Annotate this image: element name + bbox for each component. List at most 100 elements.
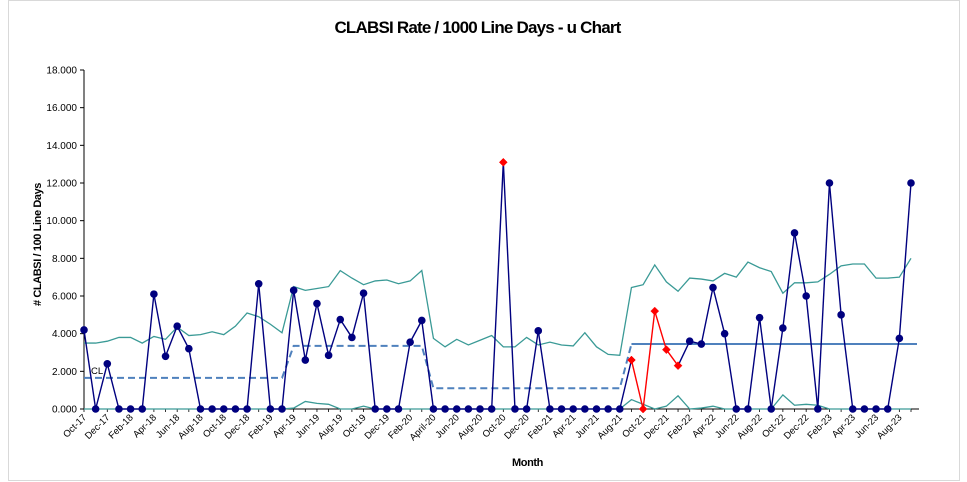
chart-title: CLABSI Rate / 1000 Line Days - u Chart (334, 18, 621, 37)
special-cause-point (650, 306, 660, 316)
rate-line-segment (840, 314, 854, 410)
rate-line-segment (770, 327, 784, 410)
rate-point (126, 405, 135, 413)
rate-line-segment (828, 182, 842, 315)
rate-point (313, 299, 321, 308)
rate-line-segment (537, 330, 551, 410)
x-tick-label: Apr-18 (131, 412, 159, 440)
rate-point (581, 405, 589, 413)
x-axis-title: Month (512, 457, 544, 469)
x-tick-label: Apr-21 (550, 412, 578, 440)
rate-point (348, 333, 356, 342)
rate-point (383, 405, 391, 413)
rate-line-segment (723, 333, 737, 410)
rate-point (476, 405, 484, 413)
rate-point (779, 324, 787, 332)
rate-point (208, 405, 216, 413)
rate-line-segment (304, 303, 318, 361)
rate-point (685, 337, 694, 346)
y-axis-title: # CLABSI / 100 Line Days (32, 183, 44, 306)
rate-line-segment (502, 162, 516, 410)
special-cause-point (673, 361, 683, 371)
y-tick-label: 16.000 (46, 103, 77, 114)
x-tick-label: Apr-23 (830, 412, 858, 440)
rate-point (406, 338, 414, 346)
y-tick-label: 12.000 (46, 179, 77, 190)
rate-point (464, 405, 473, 413)
special-cause-point (638, 404, 648, 414)
x-tick-label: Feb-23 (806, 412, 835, 441)
y-tick-label: 6.000 (52, 292, 77, 303)
rate-point (231, 405, 240, 413)
rate-line-segment (782, 232, 796, 329)
rate-point (522, 405, 531, 413)
rate-point (452, 405, 461, 413)
rate-point (394, 405, 403, 413)
rate-point (744, 405, 752, 413)
x-tick-label: Feb-18 (107, 412, 136, 441)
y-tick-label: 4.000 (52, 329, 77, 340)
x-tick-label: Aug-20 (456, 412, 485, 441)
rate-line-segment (642, 310, 656, 410)
rate-point (80, 326, 88, 334)
y-tick-label: 18.000 (46, 66, 77, 77)
rate-line-segment (94, 363, 108, 410)
x-tick-label: Aug-19 (316, 412, 345, 441)
rate-point (872, 405, 880, 413)
chart-frame: CLABSI Rate / 1000 Line Days - u Chart 0… (8, 0, 960, 481)
rate-point (91, 405, 100, 413)
rate-point (301, 356, 310, 364)
rate-point (755, 313, 764, 322)
x-tick-label: Dec-20 (502, 412, 531, 441)
rate-point (336, 315, 345, 324)
rate-point (569, 405, 578, 413)
rate-line-segment (141, 294, 155, 410)
ucl-line (84, 257, 912, 357)
rate-point (278, 405, 286, 413)
center-line-label: CL (91, 366, 103, 377)
rate-line-segment (677, 340, 691, 366)
rate-point (254, 279, 263, 288)
rate-point (103, 360, 112, 368)
rate-point (324, 351, 333, 360)
center-line-dashed (84, 343, 633, 390)
x-tick-label: Aug-23 (875, 412, 904, 441)
x-tick-label: Aug-22 (735, 412, 764, 441)
rate-point (185, 344, 193, 353)
rate-line-segment (490, 162, 505, 410)
rate-line-segment (421, 320, 435, 410)
rate-point (907, 179, 915, 187)
rate-line-segment (619, 359, 633, 410)
rate-point (266, 405, 275, 413)
rate-point (546, 405, 554, 413)
x-tick-label: April-20 (408, 412, 439, 443)
rate-point (429, 405, 438, 413)
rate-line-segment (525, 330, 539, 410)
rate-point (616, 405, 624, 413)
rate-point (511, 405, 519, 413)
rate-point (883, 405, 892, 413)
rate-line-segment (630, 359, 644, 410)
rate-point (697, 340, 706, 348)
rate-line-segment (281, 290, 295, 410)
rate-point (848, 405, 857, 413)
x-tick-label: Feb-19 (246, 412, 275, 441)
x-tick-label: Aug-21 (595, 412, 624, 441)
rate-line-segment (83, 329, 97, 410)
x-tick-label: Dec-22 (782, 412, 811, 441)
rate-line-segment (700, 287, 714, 345)
x-tick-label: Dec-18 (223, 412, 252, 441)
rate-line-segment (817, 182, 831, 410)
rate-point (138, 405, 147, 413)
rate-point (837, 311, 845, 319)
chart-plot: 0.000 2.000 4.000 6.000 8.000 10.000 12.000 14.… (32, 66, 919, 469)
rate-point (604, 405, 612, 413)
special-cause-point (662, 345, 671, 355)
rate-line-segment (327, 319, 341, 356)
rate-line-segment (292, 290, 307, 361)
y-tick-label: 14.000 (46, 141, 77, 152)
rate-line-segment (409, 320, 423, 343)
rate-point (895, 334, 904, 343)
x-tick-label: Dec-21 (642, 412, 671, 441)
rate-point (534, 327, 543, 335)
